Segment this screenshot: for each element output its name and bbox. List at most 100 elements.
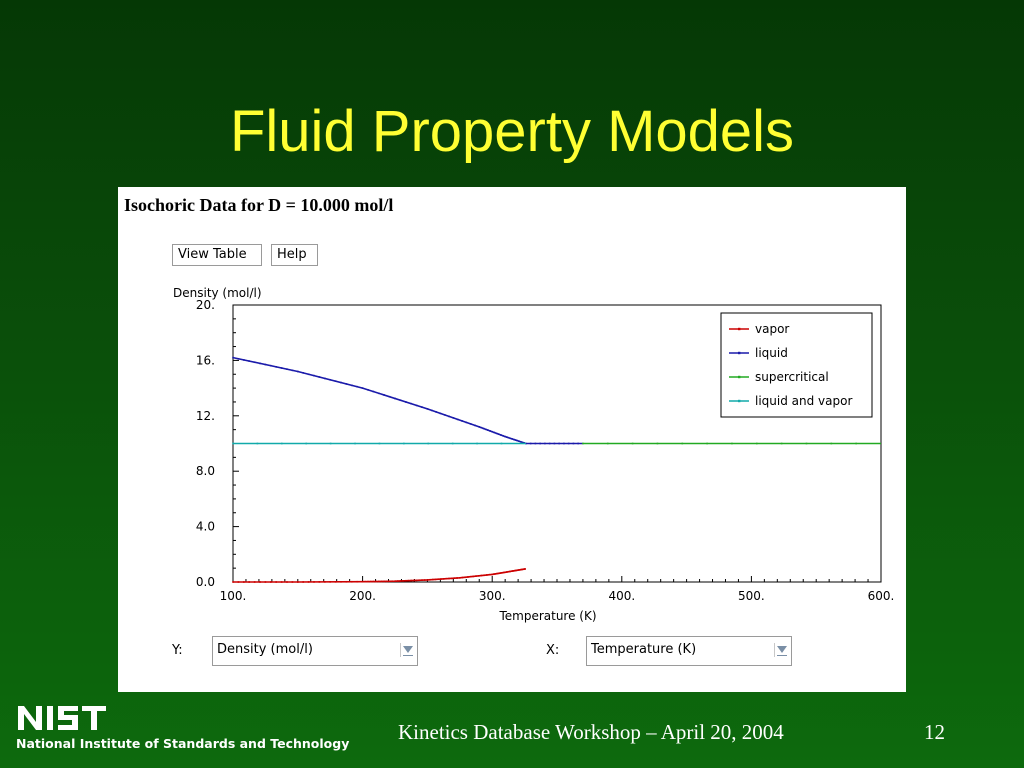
- dropdown-arrow-icon[interactable]: [774, 643, 787, 657]
- view-table-button[interactable]: View Table: [172, 244, 262, 266]
- series-point-vapor: [442, 578, 445, 580]
- series-point-supercritical: [606, 442, 609, 445]
- series-point-vapor: [517, 569, 520, 571]
- series-point-vapor: [445, 577, 448, 580]
- series-point-liquid: [367, 389, 369, 391]
- series-point-liquid: [513, 438, 515, 441]
- series-point-liquid: [286, 368, 288, 370]
- chart-legend: vapor liquid supercritical liquid and vapor: [720, 312, 873, 418]
- series-point-liquid: [439, 412, 442, 415]
- series-point-vapor: [356, 580, 358, 583]
- y-tick-label: 12.: [196, 409, 215, 423]
- series-point-vapor: [521, 568, 524, 571]
- legend-marker: [738, 375, 741, 379]
- series-point-vapor: [386, 580, 388, 583]
- series-point-liquid-and-vapor: [500, 442, 503, 445]
- series-point-liquid: [518, 440, 520, 442]
- series-point-vapor: [513, 570, 515, 572]
- footer-text: Kinetics Database Workshop – April 20, 2…: [398, 720, 784, 744]
- series-point-supercritical: [681, 442, 684, 445]
- series-point-vapor: [434, 578, 437, 581]
- series-point-liquid: [482, 427, 485, 430]
- series-point-liquid: [334, 380, 337, 382]
- series-point-vapor: [421, 579, 423, 581]
- series-point-liquid: [489, 430, 491, 432]
- dropdown-arrow-icon[interactable]: [400, 643, 413, 657]
- series-point-vapor: [523, 568, 526, 570]
- legend-marker: [738, 399, 741, 403]
- series-point-vapor: [497, 572, 500, 575]
- series-point-vapor: [402, 580, 404, 582]
- series-point-supercritical: [830, 442, 833, 445]
- series-point-liquid: [324, 377, 326, 380]
- series-point-vapor: [232, 581, 234, 583]
- legend-entry: supercritical: [755, 370, 829, 384]
- series-point-liquid: [507, 436, 510, 439]
- series-point-vapor: [519, 569, 521, 571]
- series-point-liquid: [497, 433, 500, 435]
- series-point-supercritical: [805, 442, 808, 445]
- series-point-liquid: [410, 402, 412, 405]
- series-point-liquid: [456, 418, 459, 421]
- series-point-vapor: [280, 581, 283, 583]
- series-point-liquid-and-vapor: [403, 442, 405, 445]
- series-point-supercritical: [731, 442, 733, 445]
- series-point-vapor: [318, 581, 321, 583]
- series-point-vapor: [383, 580, 385, 583]
- x-axis-select[interactable]: Temperature (K): [586, 636, 792, 666]
- series-point-liquid: [491, 430, 493, 433]
- series-point-vapor: [516, 569, 519, 572]
- series-point-liquid-and-vapor: [281, 442, 283, 445]
- series-point-liquid: [361, 387, 364, 389]
- help-button[interactable]: Help: [271, 244, 318, 266]
- series-point-liquid: [302, 372, 304, 374]
- series-point-vapor: [501, 571, 503, 574]
- series-point-vapor: [429, 578, 431, 581]
- series-point-liquid: [329, 378, 331, 381]
- series-point-vapor: [483, 574, 485, 577]
- x-tick-label: 100.: [220, 589, 247, 603]
- series-point-liquid: [448, 415, 450, 418]
- series-point-liquid: [493, 431, 496, 434]
- series-point-vapor: [469, 575, 472, 578]
- minor-ticks: [232, 304, 882, 583]
- series-point-liquid: [504, 435, 506, 438]
- series-point-liquid-and-vapor: [256, 442, 259, 445]
- series-point-liquid: [378, 392, 380, 395]
- series-point-vapor: [512, 570, 514, 572]
- panel-title: Isochoric Data for D = 10.000 mol/l: [124, 195, 394, 215]
- series-point-liquid: [539, 442, 541, 445]
- series-point-liquid: [474, 424, 476, 427]
- series-point-vapor: [329, 581, 331, 583]
- series-point-liquid: [572, 442, 575, 445]
- density-chart: Density (mol/l) Temperature (K) 0.0 4.0 8.…: [173, 286, 894, 623]
- series-point-liquid: [480, 426, 483, 429]
- isochoric-panel: Isochoric Data for D = 10.000 mol/l View…: [118, 187, 906, 692]
- series-point-liquid: [264, 363, 267, 366]
- series-point-liquid: [514, 439, 517, 441]
- series-point-vapor: [407, 579, 410, 582]
- series-line-liquid: [232, 356, 583, 445]
- y-axis-select[interactable]: Density (mol/l): [212, 636, 418, 666]
- series-point-liquid: [553, 442, 556, 445]
- legend-entry: liquid: [755, 346, 788, 360]
- nist-logo: [18, 706, 106, 730]
- series-point-liquid: [516, 439, 519, 442]
- series-point-vapor: [372, 580, 375, 583]
- series-point-liquid: [291, 369, 294, 372]
- series-point-vapor: [464, 576, 466, 579]
- legend-entry: vapor: [755, 322, 789, 336]
- series-point-vapor: [286, 581, 288, 583]
- series-point-liquid: [500, 434, 502, 436]
- series-point-vapor: [509, 570, 511, 573]
- series-point-vapor: [388, 580, 391, 583]
- series-point-liquid: [435, 411, 437, 413]
- series-point-liquid-and-vapor: [354, 442, 356, 445]
- series-point-vapor: [259, 581, 261, 583]
- series-point-vapor: [418, 579, 421, 582]
- y-axis-select-value: Density (mol/l): [217, 642, 313, 657]
- series-point-liquid: [509, 437, 512, 440]
- series-point-liquid-and-vapor: [427, 442, 430, 445]
- series-point-vapor: [504, 571, 506, 574]
- series-point-liquid: [313, 374, 315, 377]
